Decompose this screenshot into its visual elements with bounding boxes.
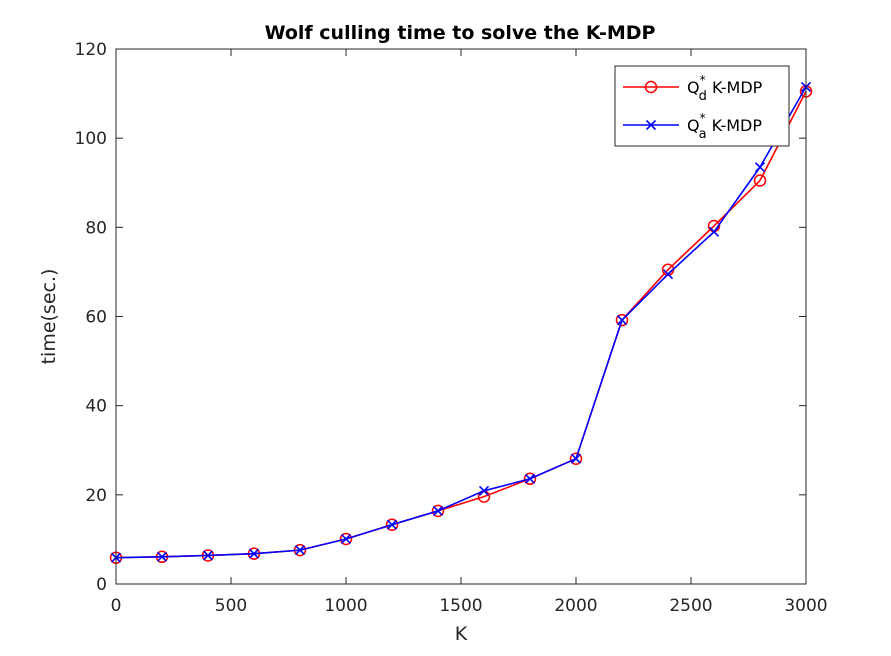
- data-point-x: [570, 453, 582, 464]
- data-point-x: [662, 269, 674, 280]
- series-line: [115, 86, 807, 559]
- data-point-circle: [615, 313, 629, 327]
- y-tick-label: 0: [96, 575, 107, 595]
- data-point-x: [708, 226, 720, 237]
- data-point-x: [616, 315, 628, 326]
- chart-title: Wolf culling time to solve the K-MDP: [265, 22, 656, 44]
- x-tick-label: 1500: [439, 596, 482, 616]
- x-tick-label: 2000: [554, 596, 597, 616]
- legend-marker-circle: [644, 80, 658, 94]
- y-tick-label: 20: [85, 486, 107, 506]
- y-tick-label: 40: [85, 397, 107, 417]
- data-point-x: [386, 519, 398, 530]
- data-point-circle: [339, 532, 353, 546]
- data-point-x: [432, 505, 444, 516]
- y-tick-label: 100: [75, 129, 107, 149]
- legend-box: [614, 65, 790, 147]
- legend-entry: Q* d K-MDP: [623, 73, 763, 104]
- x-axis-label: K: [455, 623, 468, 645]
- y-axis-label: time(sec.): [38, 269, 60, 365]
- data-point-x: [524, 473, 536, 484]
- data-point-circle: [569, 452, 583, 465]
- x-tick-label: 500: [215, 596, 247, 616]
- y-tick-label: 60: [85, 308, 107, 328]
- x-tick-label: 2500: [669, 596, 712, 616]
- legend: Q* d K-MDP Q* a K-MDP: [614, 65, 790, 147]
- data-point-x: [248, 548, 260, 559]
- data-point-circle: [385, 518, 399, 531]
- legend-marker-x: [645, 119, 657, 131]
- y-tick-label: 80: [85, 218, 107, 238]
- legend-entry: Q* a K-MDP: [623, 111, 762, 142]
- data-point-x: [294, 545, 306, 556]
- data-point-circle: [431, 504, 445, 518]
- series-a: [110, 81, 812, 563]
- legend-label: Q* d K-MDP: [687, 73, 763, 104]
- data-point-circle: [523, 472, 537, 486]
- data-point-x: [156, 551, 168, 562]
- data-point-x: [340, 533, 352, 545]
- legend-label: Q* a K-MDP: [687, 111, 762, 142]
- x-tick-label: 0: [111, 596, 122, 616]
- data-point-x: [202, 550, 214, 561]
- x-tick-label: 1000: [324, 596, 367, 616]
- axis-ticks: 0 500 1000 1500 2000 2500 3000 0 20 40 60 80 100 120: [75, 40, 828, 616]
- x-tick-label: 3000: [784, 596, 827, 616]
- data-point-x: [478, 485, 490, 496]
- data-point-circle: [753, 174, 767, 187]
- y-tick-label: 120: [75, 40, 107, 60]
- data-point-x: [754, 162, 766, 173]
